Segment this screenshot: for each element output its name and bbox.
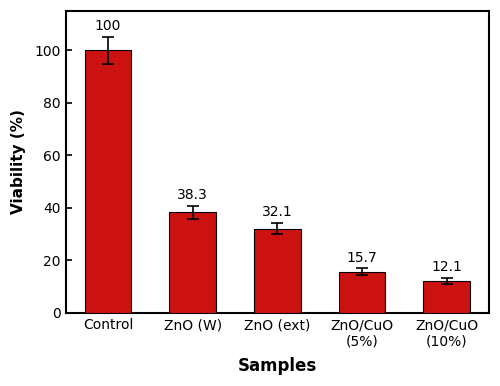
Y-axis label: Viability (%): Viability (%) (11, 110, 26, 214)
Bar (84, 51, 132, 313)
Bar (424, 281, 470, 313)
Text: 32.1: 32.1 (262, 205, 292, 219)
X-axis label: Samples: Samples (238, 357, 317, 375)
Text: 100: 100 (95, 19, 121, 34)
Bar (170, 212, 216, 313)
Bar (254, 229, 300, 313)
Text: 12.1: 12.1 (431, 261, 462, 274)
Text: 15.7: 15.7 (346, 251, 378, 264)
Text: 38.3: 38.3 (178, 188, 208, 202)
Bar (338, 272, 385, 313)
